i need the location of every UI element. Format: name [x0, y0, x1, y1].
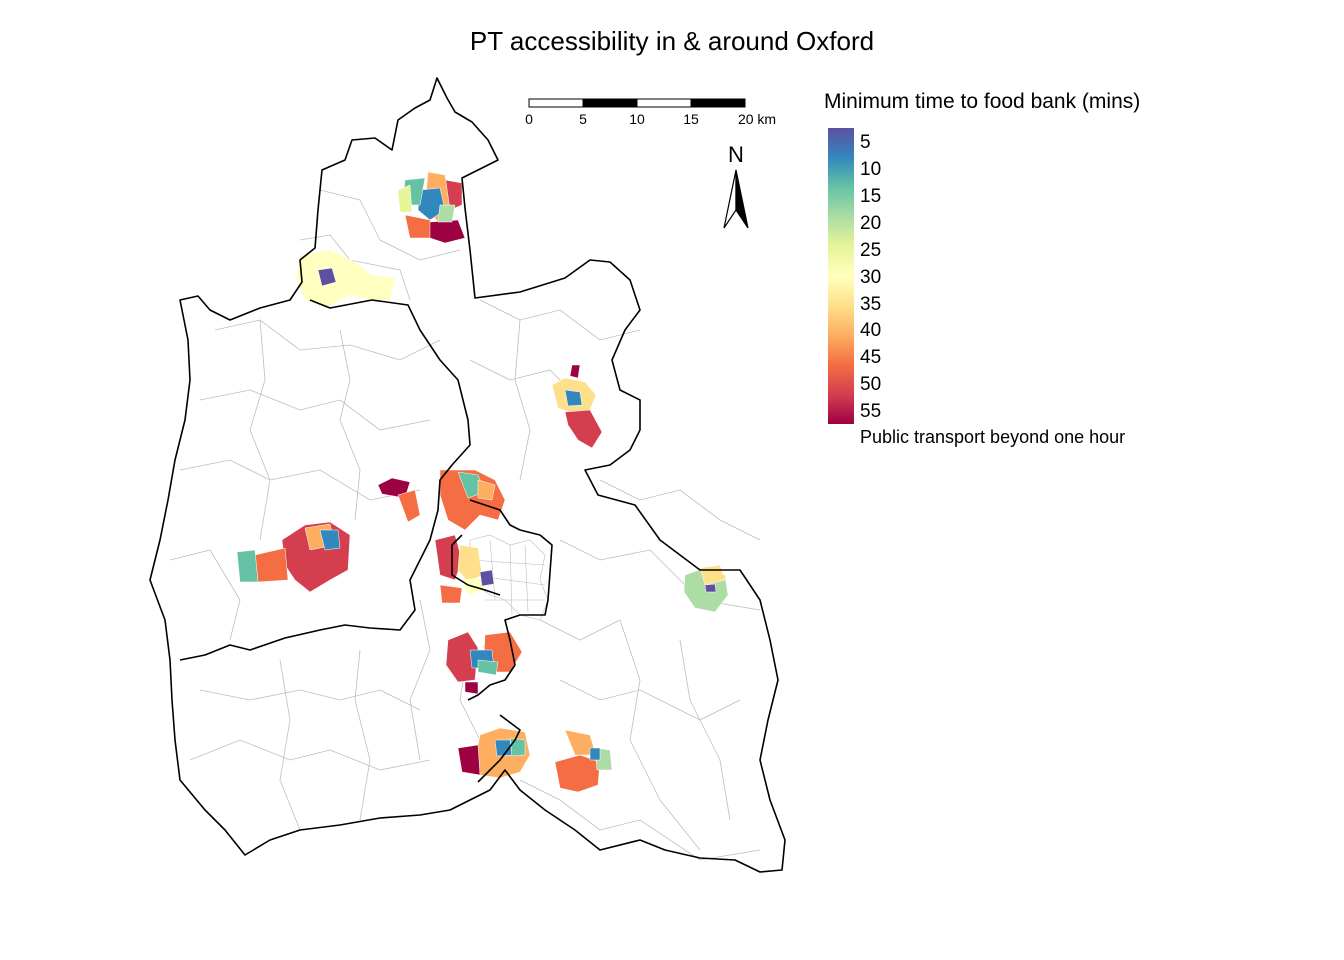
scale-label-20: 20 km [738, 111, 776, 127]
legend-tick: 50 [860, 374, 882, 395]
legend-tick: 10 [860, 159, 882, 180]
legend-tick: 30 [860, 267, 882, 288]
legend-tick: 25 [860, 240, 882, 261]
legend-tick: 35 [860, 294, 882, 315]
legend-color-bar [828, 128, 854, 424]
legend-tick: 5 [860, 132, 871, 153]
legend: Minimum time to food bank (mins) 5 10 15… [824, 90, 1141, 447]
north-arrow-icon: N [723, 142, 749, 229]
legend-tick: 20 [860, 213, 882, 234]
district-boundaries [149, 77, 786, 873]
legend-na-label: Public transport beyond one hour [860, 427, 1126, 447]
scale-label-0: 0 [525, 111, 533, 127]
scale-bar-labels: 0 5 10 15 20 km [525, 111, 776, 127]
scale-label-15: 15 [683, 111, 699, 127]
legend-tick: 40 [860, 320, 882, 341]
legend-title: Minimum time to food bank (mins) [824, 90, 1141, 113]
legend-tick: 15 [860, 186, 882, 207]
legend-tick: 45 [860, 347, 882, 368]
accessibility-zones [236, 171, 729, 793]
scale-label-5: 5 [579, 111, 587, 127]
legend-tick: 55 [860, 401, 882, 422]
map-title: PT accessibility in & around Oxford [469, 26, 875, 56]
ward-boundaries [169, 189, 761, 861]
county-outline [149, 77, 786, 873]
scale-label-10: 10 [629, 111, 645, 127]
north-arrow-label: N [728, 142, 744, 167]
scale-bar [528, 98, 746, 108]
